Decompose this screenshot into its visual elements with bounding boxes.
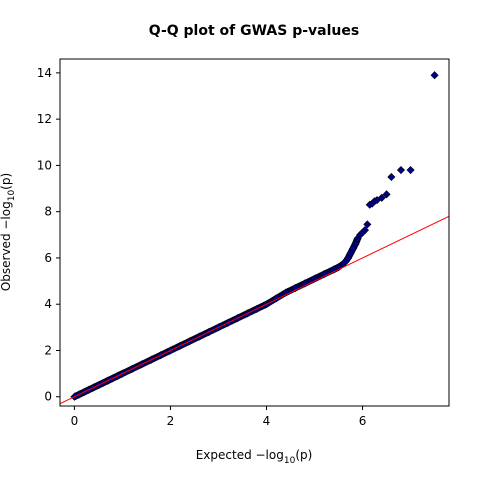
y-axis-label: Observed −log10(p) (0, 173, 17, 291)
x-axis-label: Expected −log10(p) (196, 448, 313, 466)
x-tick-label: 2 (167, 414, 175, 428)
y-tick-label: 14 (37, 66, 52, 80)
x-tick-label: 6 (359, 414, 367, 428)
y-tick-label: 0 (44, 390, 52, 404)
y-tick-label: 6 (44, 251, 52, 265)
plot-frame (59, 58, 450, 407)
chart-title: Q-Q plot of GWAS p-values (149, 23, 359, 39)
data-point (382, 190, 391, 199)
reference-line (60, 215, 449, 405)
x-tick-label: 4 (263, 414, 271, 428)
y-tick-label: 4 (44, 297, 52, 311)
y-tick-label: 8 (44, 205, 52, 219)
data-point (351, 240, 360, 249)
data-point (300, 279, 309, 288)
data-point (360, 226, 369, 235)
data-point (387, 172, 396, 182)
data-point (406, 166, 415, 175)
data-point (377, 193, 386, 202)
x-tick-label: 0 (71, 414, 79, 428)
y-tick-label: 2 (44, 343, 52, 357)
data-point (396, 166, 405, 175)
data-point (363, 220, 372, 229)
plot-clip-group (60, 71, 449, 405)
data-point (430, 71, 439, 80)
y-tick-label: 12 (37, 112, 52, 126)
y-tick-label: 10 (37, 158, 52, 172)
plot-area (60, 71, 449, 405)
axes: 0 2 4 6 0 2 4 6 8 10 12 14 (37, 58, 450, 428)
